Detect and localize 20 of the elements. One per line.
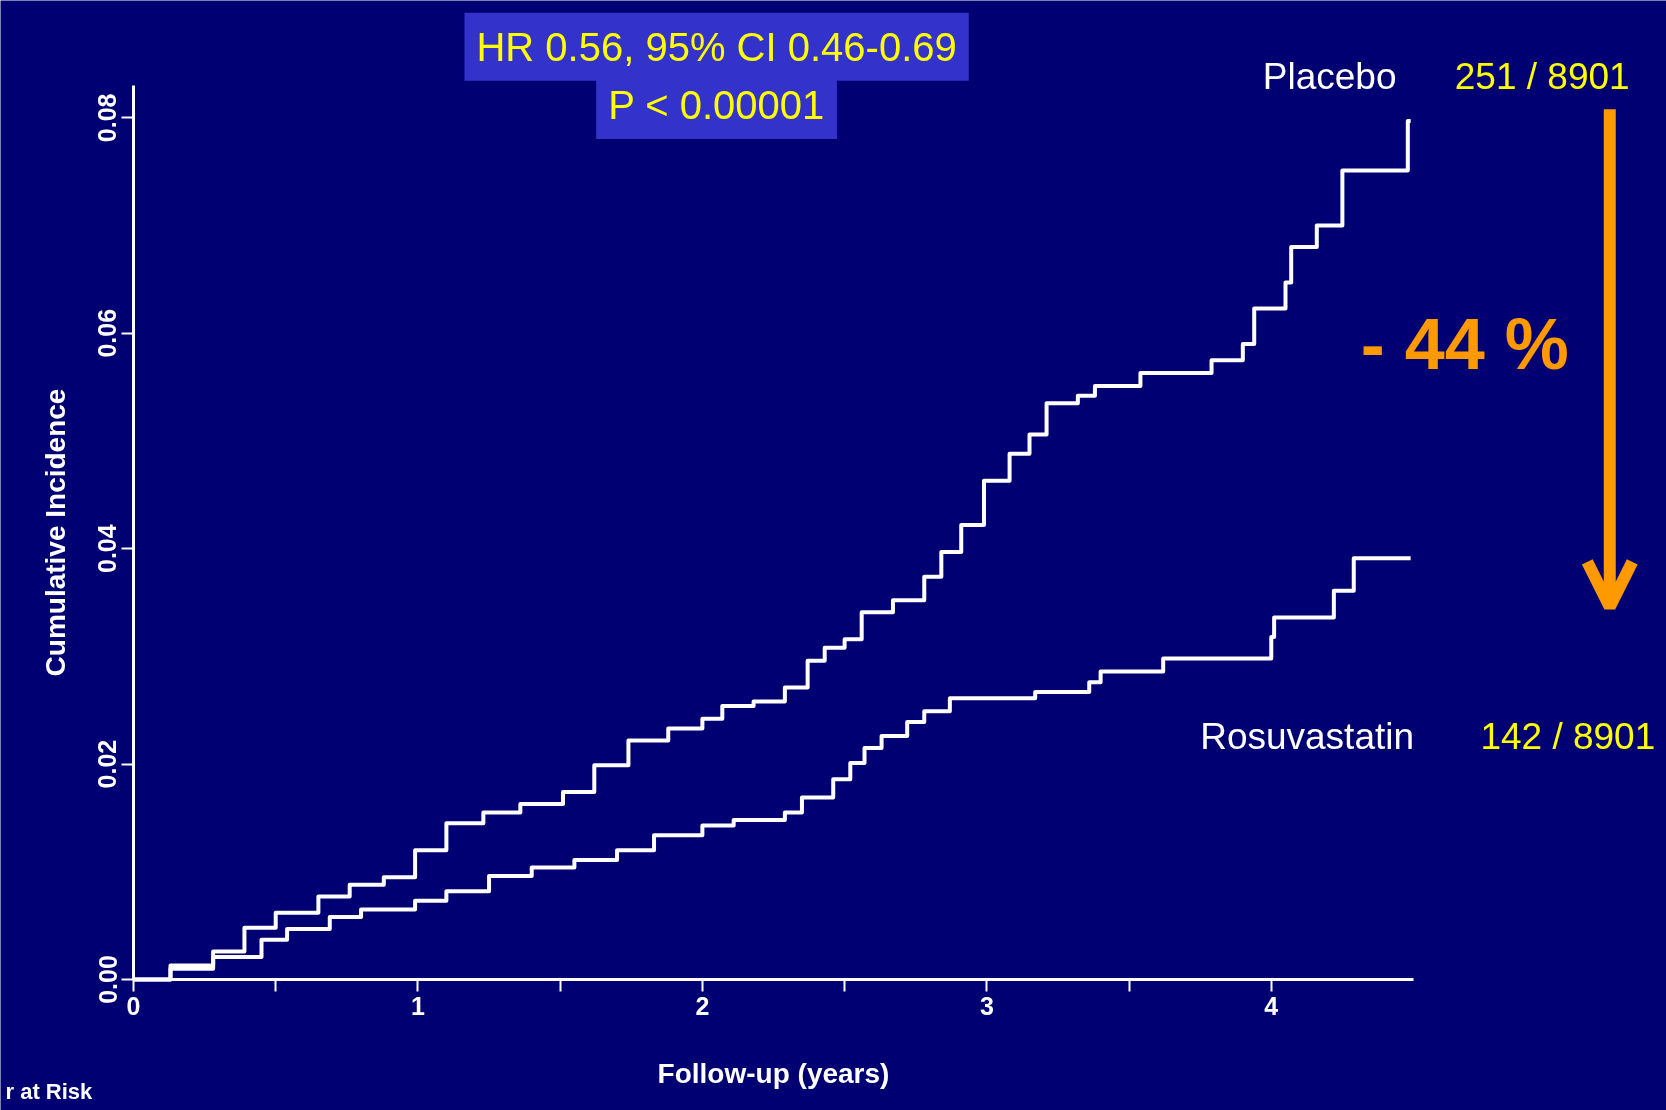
y-tick-label: 0.00 xyxy=(93,955,122,1004)
series-label: Rosuvastatin xyxy=(1200,715,1415,757)
y-tick-label: 0.06 xyxy=(93,308,122,358)
text: 251 / 8901 xyxy=(1454,56,1630,98)
annotation: - 44 % xyxy=(1360,304,1569,385)
y-tick-label: 0.04 xyxy=(93,524,122,573)
x-tick-label: 4 xyxy=(1264,991,1279,1020)
annotation: P < 0.00001 xyxy=(608,82,825,127)
text: r at Risk xyxy=(5,1079,94,1105)
y-tick-label: 0.02 xyxy=(93,739,122,789)
series-label: Placebo xyxy=(1262,56,1397,98)
x-axis-title: Follow-up (years) xyxy=(657,1057,890,1089)
text: HR 0.56, 95% CI 0.46-0.69 xyxy=(476,24,957,69)
x-tick-label: 1 xyxy=(410,991,425,1020)
x-tick-label: 3 xyxy=(979,991,994,1020)
text: 142 / 8901 xyxy=(1480,715,1656,757)
y-tick-label: 0.08 xyxy=(93,93,122,143)
x-tick-label: 0 xyxy=(126,991,141,1020)
x-tick-label: 2 xyxy=(695,991,710,1020)
y-axis-title: Cumulative Incidence xyxy=(39,388,71,677)
